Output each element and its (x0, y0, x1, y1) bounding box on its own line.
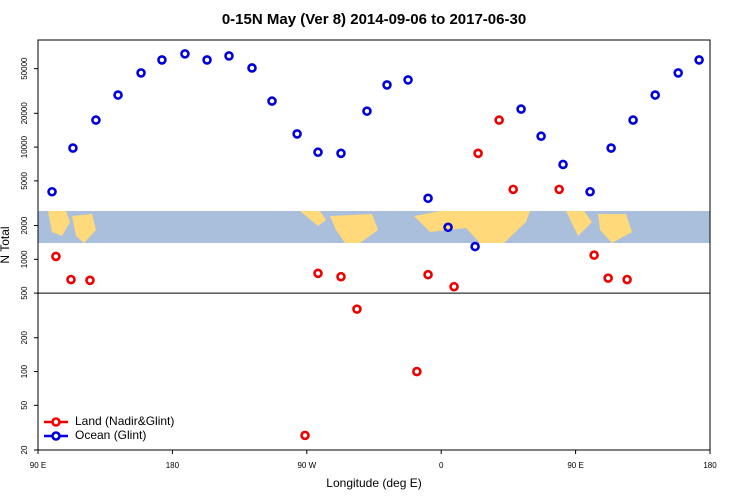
y-tick-label: 200 (20, 331, 29, 345)
x-tick-label: 180 (703, 461, 717, 470)
point (68, 143, 78, 153)
point (85, 275, 95, 286)
point (443, 222, 453, 233)
point (606, 143, 616, 153)
x-tick-label: 90 W (297, 461, 316, 470)
point (494, 115, 504, 125)
point (628, 115, 638, 125)
y-tick-label: 20 (20, 445, 29, 454)
point (585, 186, 595, 197)
point (352, 304, 362, 314)
point (313, 268, 323, 279)
y-tick-label: 50000 (20, 57, 29, 80)
point (554, 184, 564, 195)
legend-label: Land (Nadir&Glint) (75, 414, 174, 428)
point (157, 55, 167, 65)
point (536, 131, 546, 142)
y-tick-label: 50 (20, 400, 29, 409)
point (589, 250, 599, 260)
point (423, 269, 433, 280)
y-tick-label: 100 (20, 364, 29, 378)
x-axis-label: Longitude (deg E) (326, 476, 421, 490)
point (224, 51, 234, 61)
y-tick-label: 500 (20, 286, 29, 300)
x-tick-label: 0 (439, 461, 444, 470)
point (516, 104, 526, 114)
point (313, 147, 323, 158)
map-strip (38, 211, 710, 243)
x-tick-label: 180 (166, 461, 180, 470)
point (91, 115, 101, 125)
y-tick-label: 20000 (20, 102, 29, 125)
point (622, 274, 632, 285)
point (694, 55, 704, 65)
point (113, 90, 123, 100)
y-tick-label: 1000 (20, 250, 29, 268)
y-tick-label: 5000 (20, 171, 29, 189)
point (382, 80, 392, 90)
y-tick-label: 10000 (20, 135, 29, 158)
point (423, 193, 433, 204)
point (47, 186, 57, 197)
point (558, 159, 568, 170)
point (470, 241, 480, 252)
point (136, 68, 146, 78)
point (267, 96, 277, 106)
point (66, 274, 76, 285)
point (336, 148, 346, 159)
point (650, 90, 660, 100)
point (412, 366, 422, 377)
point (51, 251, 61, 262)
point (508, 184, 518, 195)
point (473, 148, 483, 159)
point (180, 49, 190, 59)
point (336, 271, 346, 282)
y-axis-label: N Total (0, 226, 12, 263)
point (247, 63, 257, 73)
point (449, 281, 459, 292)
legend-marker (51, 431, 61, 441)
x-tick-label: 90 E (567, 461, 583, 470)
plot-frame (37, 39, 711, 451)
point (292, 129, 302, 139)
legend-marker (51, 417, 61, 427)
point (202, 55, 212, 65)
point (362, 106, 372, 116)
point (403, 75, 413, 85)
legend-label: Ocean (Glint) (75, 428, 146, 442)
point (673, 68, 683, 78)
point (300, 430, 310, 441)
x-tick-label: 90 E (30, 461, 46, 470)
y-tick-label: 2000 (20, 216, 29, 234)
point (603, 273, 613, 283)
chart-title: 0-15N May (Ver 8) 2014-09-06 to 2017-06-… (222, 11, 526, 28)
